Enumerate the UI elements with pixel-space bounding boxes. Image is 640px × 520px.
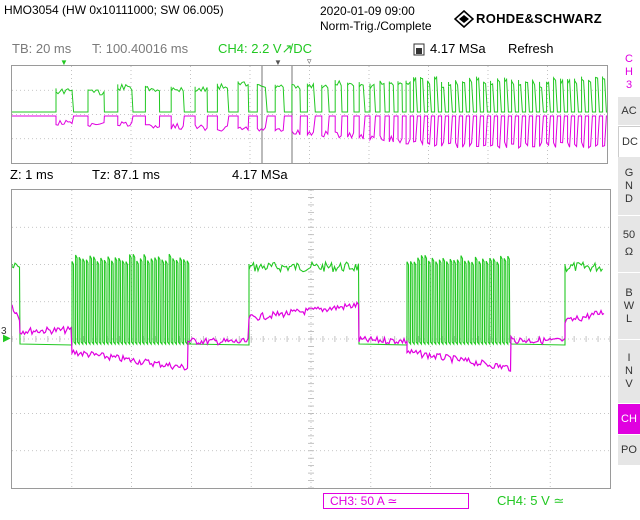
zoom-time[interactable]: Tz: 87.1 ms [92,167,160,182]
ch3-ground-marker: 3 [1,326,7,337]
channel-indicator: C H 3 [618,48,640,97]
ch3-scale-readout[interactable]: CH3: 50 A ≃ [323,493,469,509]
coupling-dc-button[interactable]: DC [618,126,640,158]
timebase-readout[interactable]: TB: 20 ms [12,41,72,56]
trigger-time-readout[interactable]: T: 100.40016 ms [92,41,189,56]
zoom-window-marker-icon: ▿ [307,56,312,66]
ch4-trace [12,253,603,346]
ov-ch3-trace [12,115,607,149]
datetime: 2020-01-09 09:00 [320,4,415,18]
trigger-edge-icon: ↗ [281,41,293,56]
rs-logo-icon [453,9,475,33]
pretrigger-marker-icon: ▼ [60,58,68,67]
zoom-factor[interactable]: Z: 1 ms [10,167,54,182]
bwl-letter-b: B [625,286,633,299]
ch-label: CH [621,412,637,425]
brand-name: ROHDE&SCHWARZ [476,11,602,26]
sample-rate: 4.17 MSa [430,41,486,56]
channel-letter-3: 3 [625,78,633,91]
fifty-label: 50 [622,229,636,241]
ch4-setting[interactable]: CH4: 2.2 V↗/DC [218,42,312,56]
ch4-scale-readout[interactable]: CH4: 5 V ≃ [497,493,565,508]
ov-ch4-trace [12,75,607,113]
main-waveform-plot[interactable] [11,189,611,489]
inv-letter-n: N [625,365,633,377]
dc-label: DC [622,135,638,148]
device-info: HMO3054 (HW 0x10111000; SW 06.005) [4,3,224,17]
inv-letter-v: V [625,378,633,390]
zoom-sample-rate: 4.17 MSa [232,167,288,182]
overview-plot[interactable] [11,65,608,164]
ch4-volts: CH4: 2.2 V [218,41,282,56]
inv-letter-i: I [627,352,631,364]
ch3-ground-label: 3 [1,326,7,337]
gnd-letter-n: N [625,179,633,192]
gnd-letter-g: G [624,166,634,179]
gnd-letter-d: D [625,192,633,205]
ac-label: AC [621,104,637,117]
ch4-ground-marker-icon: ▶ [3,333,11,344]
po-label: PO [621,443,637,456]
coupling-ac-button[interactable]: AC [618,97,640,126]
invert-button[interactable]: I N V [618,340,640,404]
acquisition-mode[interactable]: Refresh [508,41,554,56]
impedance-50-ohm-button[interactable]: 50 Ω [618,216,640,273]
bwl-letter-l: L [625,312,633,325]
bandwidth-limit-button[interactable]: B W L [618,273,640,340]
position-button[interactable]: PO [618,435,640,466]
trigger-pos-marker-icon: ▼ [274,58,282,67]
channel-letter-h: H [625,65,633,78]
bwl-letter-w: W [623,299,635,312]
channel-active-button[interactable]: CH [618,404,640,435]
gnd-button[interactable]: G N D [618,157,640,216]
ch3-trace [12,301,605,372]
channel-letter-c: C [625,52,633,65]
ch4-coupling: /DC [289,41,312,56]
trigger-status: Norm-Trig./Complete [320,19,432,33]
memory-icon [413,43,425,61]
ohm-label: Ω [624,246,634,258]
